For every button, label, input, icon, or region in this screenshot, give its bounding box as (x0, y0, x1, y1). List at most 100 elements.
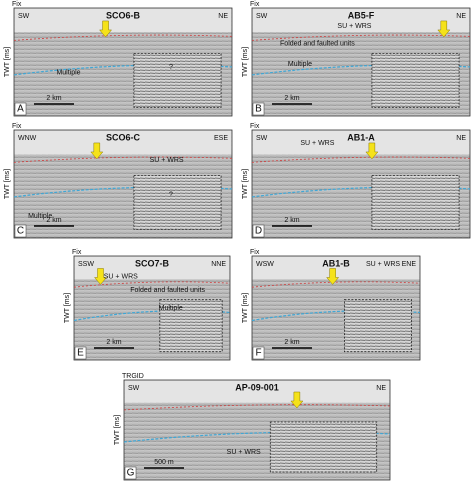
fix-label: Fix (250, 1, 260, 8)
inset-zoom (269, 421, 378, 473)
scale-label: 500 m (154, 459, 174, 466)
panel-letter: G (127, 468, 135, 479)
yellow-arrow (99, 20, 113, 38)
inset-zoom (159, 299, 223, 353)
fix-label: Fix (12, 123, 22, 130)
water-column (14, 130, 232, 155)
panel-letter-box (252, 346, 265, 360)
seafloor-horizon (13, 156, 233, 163)
scale-label: 2 km (284, 217, 299, 224)
direction-left: WNW (18, 135, 37, 142)
water-column (14, 8, 232, 33)
scale-label: 2 km (46, 95, 61, 102)
panel: AB1-A SW NE Fix TWT [ms] 2 km D SU + WRS (242, 123, 471, 239)
direction-right: NE (456, 13, 466, 20)
annotation: SU + WRS (150, 157, 184, 164)
panel: AB1-B WSW ENE Fix TWT [ms] 2 km F SU + WRS (242, 249, 421, 361)
axis-title: TWT [ms] (242, 293, 249, 323)
axis-title: TWT [ms] (242, 47, 249, 77)
panel-letter-box (14, 102, 27, 116)
direction-right: NE (376, 385, 386, 392)
water-column (124, 380, 390, 403)
seafloor-horizon (13, 34, 233, 41)
panel: SCO7-B SSW NNE Fix TWT [ms] 2 km E SU + WRS Fold… (64, 249, 231, 361)
inset-zoom (133, 52, 222, 108)
direction-left: WSW (256, 261, 274, 268)
fix-label: Fix (250, 249, 260, 256)
scale-label: 2 km (284, 339, 299, 346)
panel-title: AP-09-001 (235, 382, 279, 392)
yellow-arrow (90, 142, 104, 160)
direction-left: SW (256, 135, 268, 142)
panel-letter-box (74, 346, 87, 360)
axis-title: TWT [ms] (114, 415, 121, 445)
panel-letter: D (255, 226, 262, 237)
panel-title: AB5-F (348, 10, 375, 20)
annotation: Multiple (288, 61, 312, 68)
panel-title: AB1-A (347, 132, 375, 142)
scale-label: 2 km (106, 339, 121, 346)
inset-zoom (133, 174, 222, 230)
seafloor-horizon (251, 156, 471, 163)
panel: SCO6-B SW NE Fix TWT [ms] 2 km A Multiple? (4, 1, 233, 117)
axis-title: TWT [ms] (242, 169, 249, 199)
annotation: Folded and faulted units (130, 287, 205, 294)
water-column (252, 8, 470, 33)
fix-label: Fix (250, 123, 260, 130)
panel-letter-box (14, 224, 27, 238)
direction-right: NE (218, 13, 228, 20)
inset-zoom (343, 299, 412, 353)
panel-letter: A (17, 104, 24, 115)
annotation: Multiple (159, 305, 183, 312)
panel-letter-box (252, 102, 265, 116)
annotation: ? (169, 64, 173, 71)
annotation: Multiple (28, 213, 52, 220)
yellow-arrow (365, 142, 379, 160)
yellow-arrow (93, 268, 108, 285)
inset-zoom (371, 52, 460, 108)
fix-label: Fix (72, 249, 82, 256)
yellow-arrow (290, 391, 304, 409)
panel-title: SCO6-C (106, 132, 141, 142)
annotation: ? (169, 192, 173, 199)
yellow-arrow (437, 20, 451, 38)
direction-right: ENE (402, 261, 417, 268)
annotation: SU + WRS (366, 261, 400, 268)
direction-left: SW (256, 13, 268, 20)
annotation: SU + WRS (227, 449, 261, 456)
seafloor-horizon (251, 281, 421, 288)
axis-title: TWT [ms] (64, 293, 71, 323)
water-column (252, 130, 470, 155)
annotation: SU + WRS (104, 274, 138, 281)
panel-title: AB1-B (322, 258, 350, 268)
panel-letter: E (77, 348, 84, 359)
panel: AP-09-001 SW NE TRGID TWT [ms] 500 m G SU + WRS (114, 373, 391, 481)
scale-label: 2 km (46, 217, 61, 224)
panel-letter-box (124, 466, 137, 480)
panel-letter: C (17, 226, 24, 237)
fix-label: Fix (12, 1, 22, 8)
direction-right: NNE (211, 261, 226, 268)
panel-title: SCO7-B (135, 258, 170, 268)
water-column (252, 256, 420, 280)
multiple-reflector (73, 310, 231, 322)
seafloor-horizon (251, 34, 471, 41)
panel-title: SCO6-B (106, 10, 141, 20)
direction-left: SW (18, 13, 30, 20)
annotation: Multiple (56, 70, 80, 77)
inset-zoom (371, 174, 460, 230)
panel-letter-box (252, 224, 265, 238)
direction-left: SSW (78, 261, 94, 268)
panel: AB5-F SW NE Fix TWT [ms] 2 km B SU + WRS Folded … (242, 1, 471, 117)
yellow-arrow (326, 268, 340, 285)
direction-right: ESE (214, 135, 228, 142)
annotation: Folded and faulted units (280, 40, 355, 47)
direction-right: NE (456, 135, 466, 142)
axis-title: TWT [ms] (4, 169, 11, 199)
annotation: SU + WRS (337, 23, 371, 30)
fix-label: TRGID (122, 373, 144, 380)
water-column (74, 256, 230, 280)
axis-title: TWT [ms] (4, 47, 11, 77)
annotation: SU + WRS (300, 140, 334, 147)
